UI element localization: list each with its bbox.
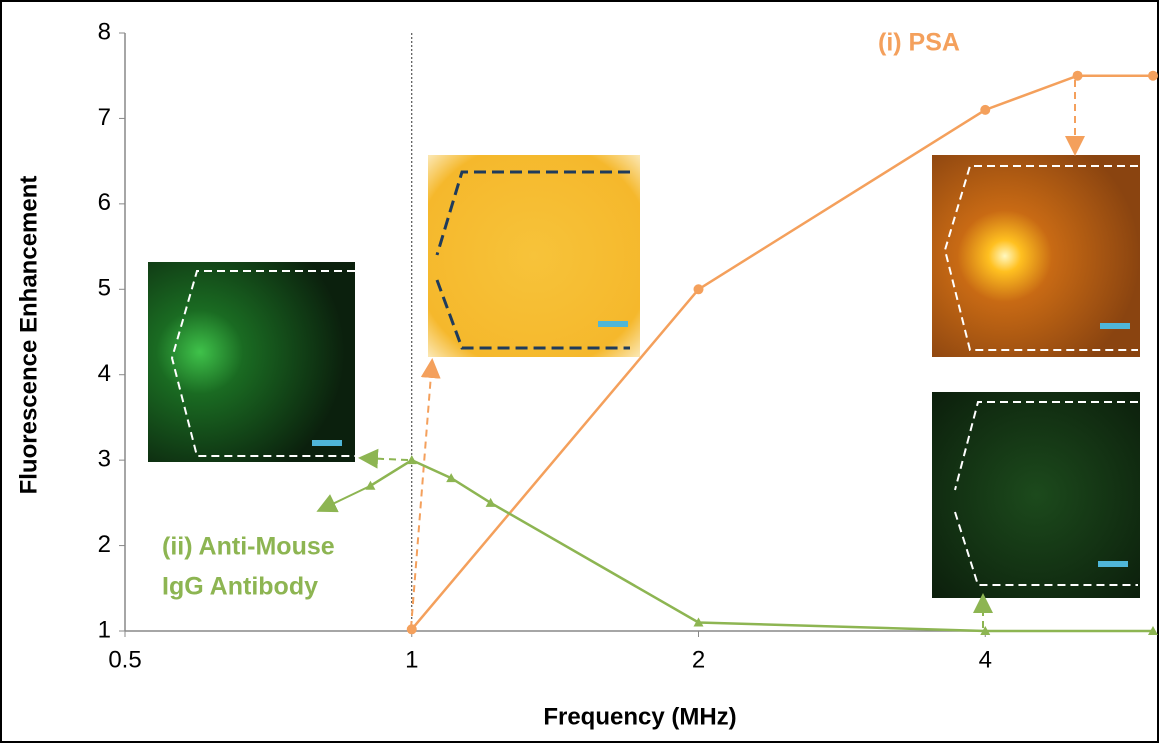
callout-arrow [316, 486, 369, 513]
y-tick-label: 8 [98, 18, 111, 45]
scale-bar [312, 440, 342, 446]
inset-outline [954, 401, 1138, 491]
scale-bar [1098, 561, 1128, 567]
y-tick-label: 3 [98, 445, 111, 472]
inset-outline [170, 270, 355, 457]
annotation: (ii) Anti-Mouse [162, 533, 335, 561]
point [980, 104, 991, 115]
callout-arrows [316, 80, 1085, 629]
y-tick-label: 1 [98, 616, 111, 643]
point [980, 626, 991, 635]
point [485, 497, 496, 507]
inset-outline [943, 165, 1138, 351]
y-tick-label: 5 [98, 275, 111, 302]
point [693, 284, 704, 295]
x-tick-label: 0.5 [108, 646, 141, 673]
point [446, 473, 457, 483]
y-tick-label: 4 [98, 360, 111, 387]
scale-bar [1100, 323, 1130, 329]
point [406, 624, 417, 635]
y-tick-label: 6 [98, 189, 111, 216]
x-tick-label: 2 [692, 646, 705, 673]
callout-arrow [358, 448, 409, 469]
point [693, 617, 704, 627]
y-tick-label: 2 [98, 531, 111, 558]
x-tick-label: 1 [405, 646, 418, 673]
inset-outline [954, 511, 1138, 586]
point [1148, 70, 1158, 81]
annotation: IgG Antibody [162, 573, 318, 601]
inset-image [932, 392, 1140, 598]
scale-bar [598, 321, 628, 327]
y-tick-label: 7 [98, 104, 111, 131]
point [365, 480, 376, 490]
insets [148, 155, 1140, 598]
annotation: (i) PSA [878, 29, 960, 57]
inset-outline [435, 170, 630, 256]
callout-arrow [410, 358, 441, 629]
point [1148, 626, 1158, 635]
inset-outline [435, 279, 630, 350]
y-axis-title: Fluorescence Enhancement [15, 176, 42, 495]
x-tick-label: 4 [979, 646, 992, 673]
inset-image [148, 262, 355, 462]
x-axis-title: Frequency (MHz) [543, 703, 736, 730]
point [406, 455, 417, 465]
point [1072, 70, 1083, 81]
